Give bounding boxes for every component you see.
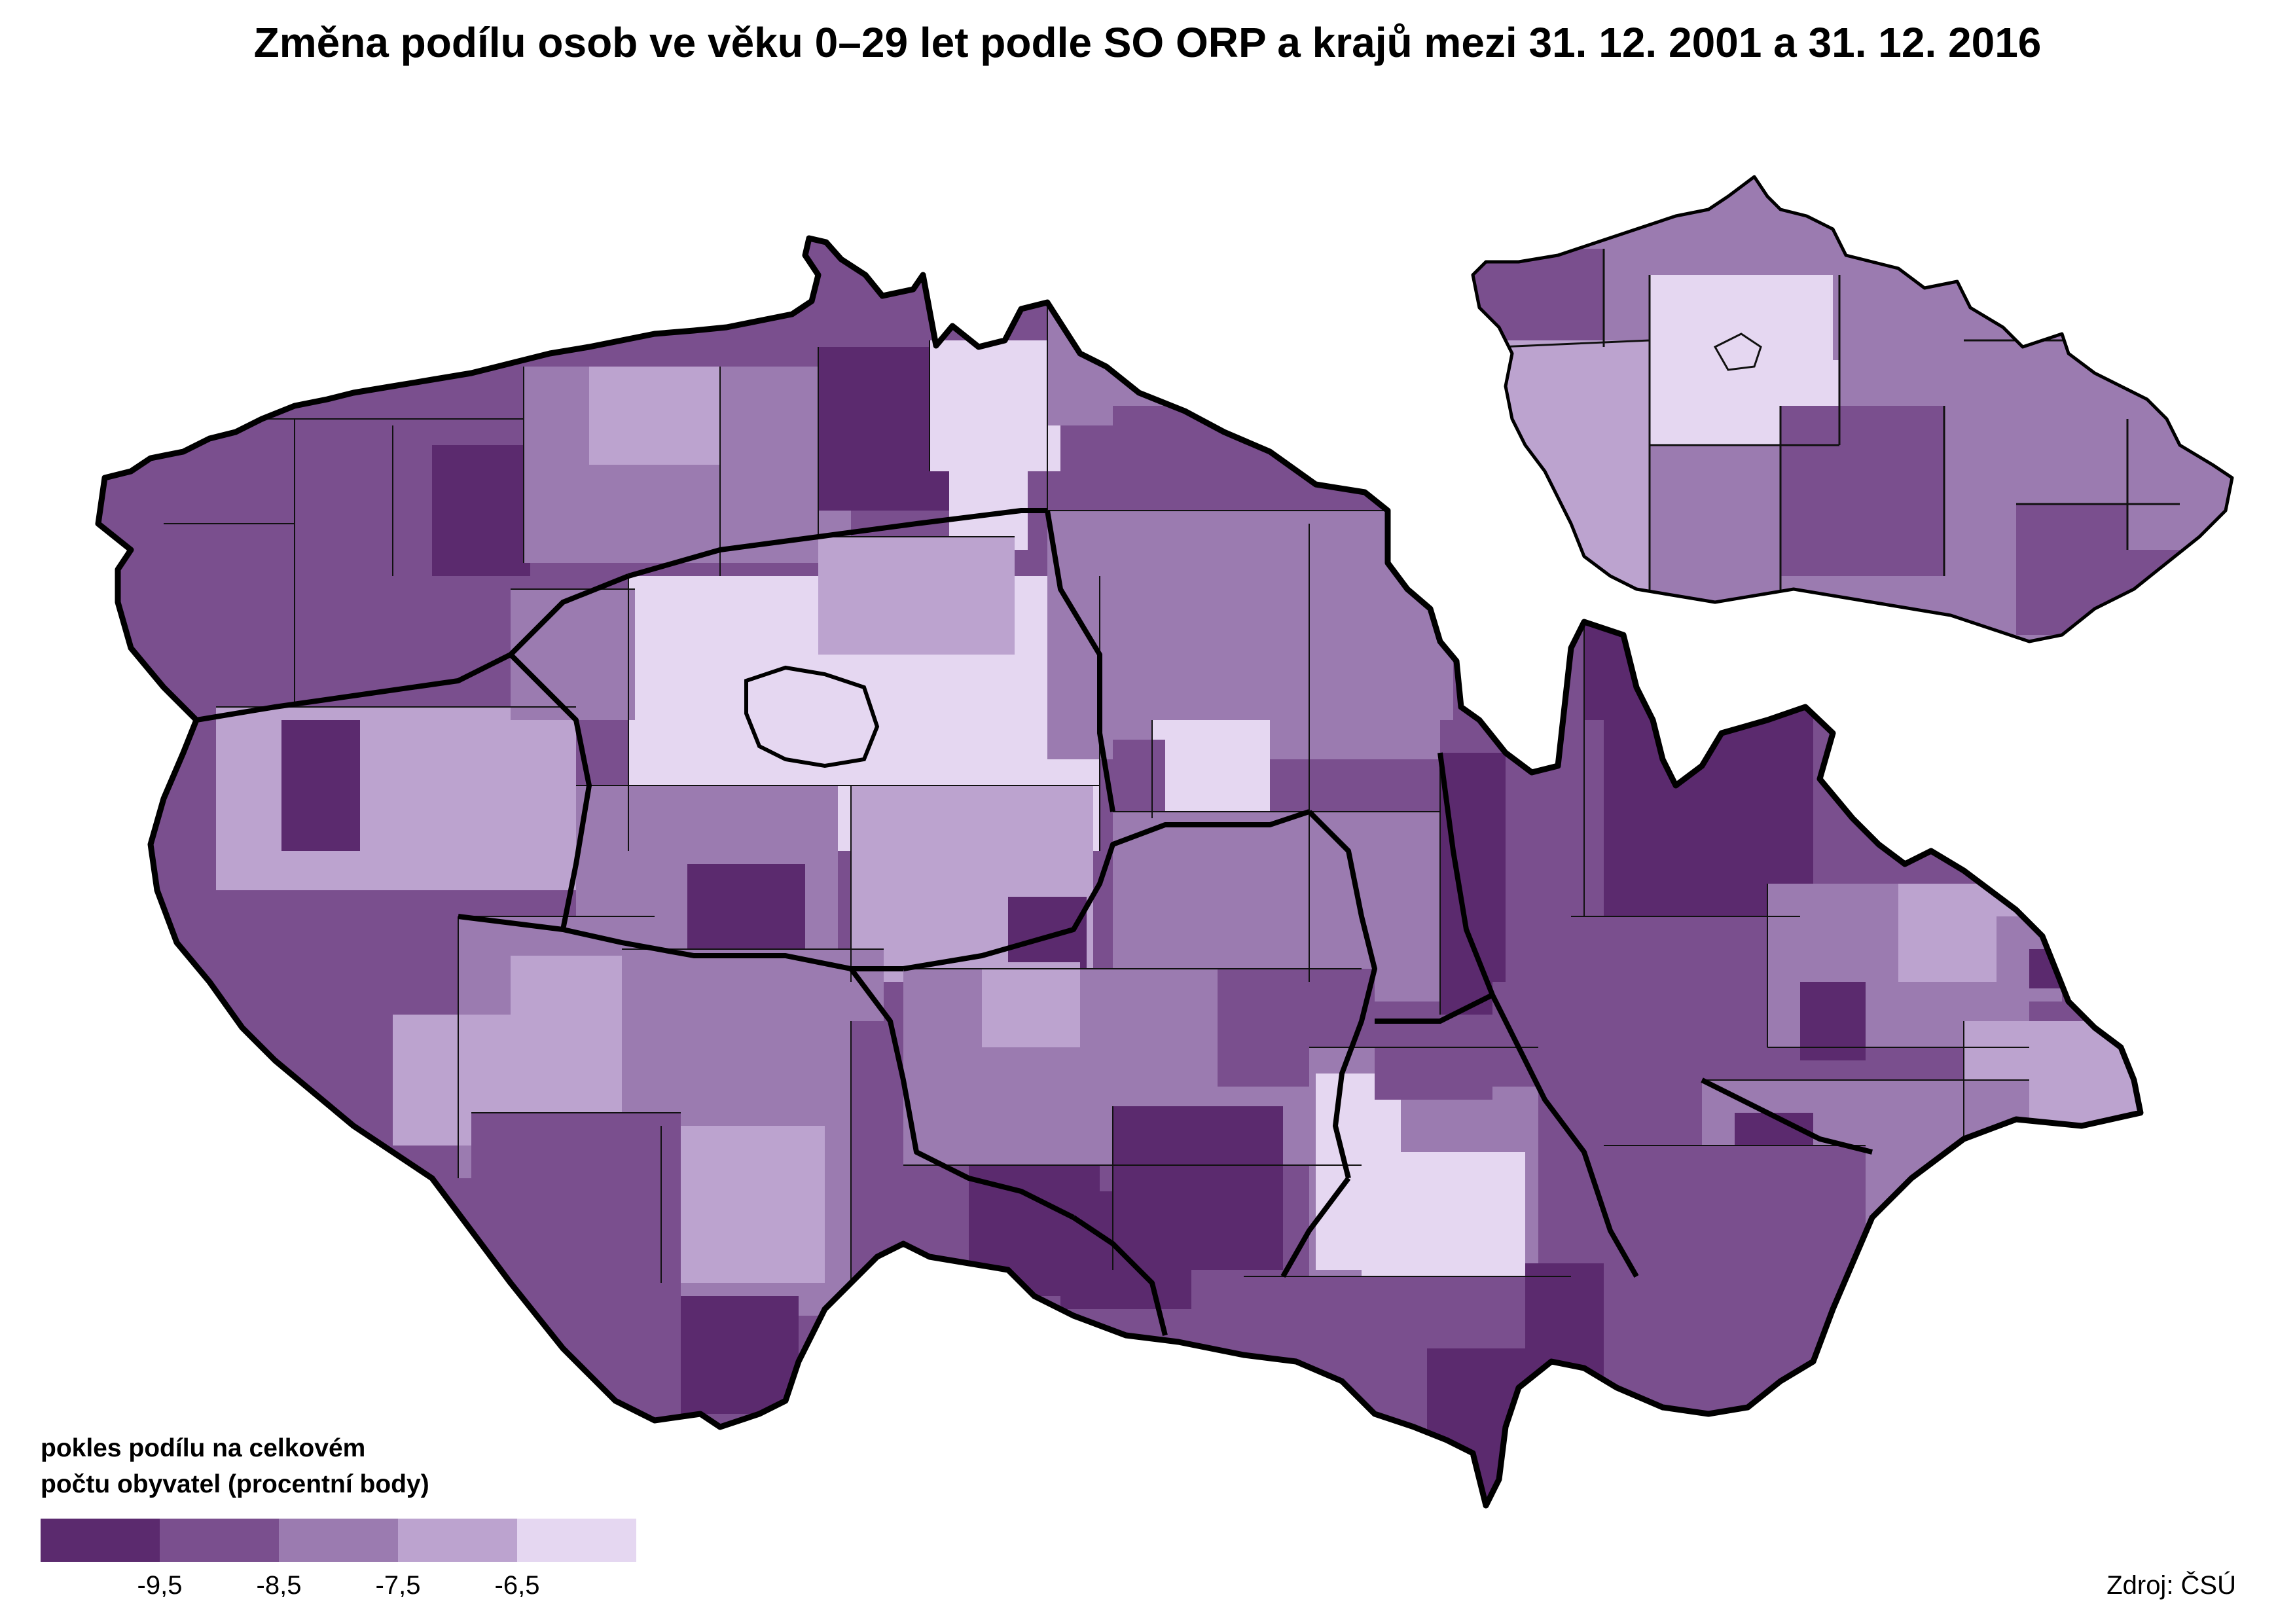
legend-tick-label: -6,5 <box>494 1571 540 1600</box>
legend-tick-label: -8,5 <box>256 1571 302 1600</box>
legend-title-line2: počtu obyvatel (procentní body) <box>41 1470 429 1498</box>
inset-map-borders <box>1498 249 2180 615</box>
legend-swatch-1 <box>41 1519 160 1562</box>
legend-title-line1: pokles podílu na celkovém <box>41 1434 366 1462</box>
legend-swatch-3 <box>279 1519 398 1562</box>
legend-tick-label: -7,5 <box>375 1571 421 1600</box>
country-outline <box>95 235 2144 1509</box>
inset-map-regions <box>1473 177 2232 641</box>
legend-swatch-5 <box>517 1519 636 1562</box>
map-title: Změna podílu osob ve věku 0–29 let podle… <box>253 19 2042 66</box>
legend-title: pokles podílu na celkovém počtu obyvatel… <box>41 1430 429 1502</box>
inset-map-outline <box>1471 175 2234 643</box>
legend-color-scale <box>41 1519 636 1562</box>
source-note: Zdroj: ČSÚ <box>2106 1571 2236 1600</box>
district-borders <box>98 295 2029 1283</box>
legend-swatch-4 <box>398 1519 517 1562</box>
prague-outline <box>744 665 880 768</box>
legend-swatch-2 <box>160 1519 279 1562</box>
legend-tick-label: -9,5 <box>137 1571 183 1600</box>
region-borders <box>196 508 1873 1336</box>
